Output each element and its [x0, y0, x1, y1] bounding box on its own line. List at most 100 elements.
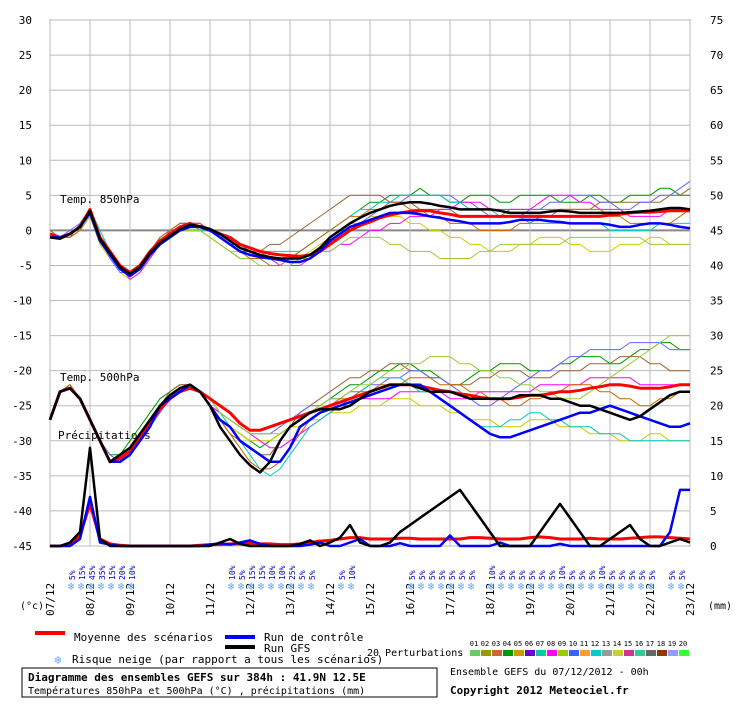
- y-right-tick-label: 55: [710, 154, 723, 167]
- perturbation-swatch: [525, 650, 535, 656]
- snow-risk-value: 10%: [598, 565, 607, 580]
- legend-gfs-label: Run GFS: [264, 642, 310, 655]
- perturbation-number: 11: [580, 640, 588, 648]
- panel-label-t850: Temp. 850hPa: [60, 193, 139, 206]
- snow-risk-value: 5%: [608, 570, 617, 580]
- snowflake-icon: ❄: [578, 580, 585, 593]
- snowflake-icon: ❄: [108, 580, 115, 593]
- x-tick-label: 11/12: [204, 583, 217, 616]
- snowflake-icon: ❄: [678, 580, 685, 593]
- y-left-tick-label: 15: [19, 119, 32, 132]
- y-right-tick-label: 15: [710, 435, 723, 448]
- snow-risk-value: 10%: [128, 565, 137, 580]
- y-right-tick-label: 35: [710, 295, 723, 308]
- legend-control-label: Run de contrôle: [264, 631, 363, 644]
- snow-risk-value: 5%: [518, 570, 527, 580]
- y-left-tick-label: -25: [12, 400, 32, 413]
- snowflake-icon: ❄: [258, 580, 265, 593]
- snow-risk-value: 15%: [248, 565, 257, 580]
- snow-risk-value: 5%: [628, 570, 637, 580]
- snowflake-icon: ❄: [588, 580, 595, 593]
- perturbation-number: 01: [470, 640, 478, 648]
- x-tick-label: 17/12: [444, 583, 457, 616]
- snow-risk-value: 5%: [428, 570, 437, 580]
- snow-risk-value: 5%: [238, 570, 247, 580]
- snowflake-icon: ❄: [598, 580, 605, 593]
- snow-risk-value: 10%: [348, 565, 357, 580]
- y-right-tick-label: 30: [710, 330, 723, 343]
- y-left-tick-label: 5: [25, 189, 32, 202]
- x-tick-label: 18/12: [484, 583, 497, 616]
- snow-risk-value: 10%: [228, 565, 237, 580]
- snow-risk-value: 5%: [578, 570, 587, 580]
- snow-risk-value: 15%: [108, 565, 117, 580]
- perturbation-swatch: [514, 650, 524, 656]
- snowflake-icon: ❄: [558, 580, 565, 593]
- perturbation-number: 16: [635, 640, 643, 648]
- perturbation-swatch: [679, 650, 689, 656]
- snow-risk-value: 5%: [528, 570, 537, 580]
- y-right-tick-label: 25: [710, 365, 723, 378]
- y-right-tick-label: 70: [710, 49, 723, 62]
- snow-risk-value: 5%: [678, 570, 687, 580]
- series-line-t850: [49, 207, 690, 274]
- y-left-tick-label: -15: [12, 330, 32, 343]
- snow-risk-value: 5%: [648, 570, 657, 580]
- perturbation-number: 09: [558, 640, 566, 648]
- snowflake-icon: ❄: [458, 580, 465, 593]
- series-line-precip: [50, 446, 691, 548]
- perturbation-swatch: [657, 650, 667, 656]
- x-tick-label: 14/12: [324, 583, 337, 616]
- perturbation-swatch: [635, 650, 645, 656]
- snow-risk-value: 35%: [98, 565, 107, 580]
- y-right-tick-label: 60: [710, 119, 723, 132]
- snowflake-icon: ❄: [618, 580, 625, 593]
- y-right-tick-label: 5: [710, 505, 717, 518]
- snow-risk-value: 5%: [338, 570, 347, 580]
- x-tick-label: 21/12: [604, 583, 617, 616]
- legend-snow-label: Risque neige (par rapport a tous les scé…: [72, 653, 383, 666]
- title-box: [21, 667, 438, 698]
- snowflake-icon: ❄: [308, 580, 315, 593]
- perturbation-swatch: [602, 650, 612, 656]
- snow-risk-value: 5%: [308, 570, 317, 580]
- chart-title: Diagramme des ensembles GEFS sur 384h : …: [28, 671, 366, 684]
- snowflake-icon: ❄: [228, 580, 235, 593]
- perturbation-swatch: [591, 650, 601, 656]
- snowflake-icon: ❄: [628, 580, 635, 593]
- snowflake-icon: ❄: [488, 580, 495, 593]
- y-right-tick-label: 65: [710, 84, 723, 97]
- snow-risk-value: 5%: [458, 570, 467, 580]
- y-left-tick-label: -10: [12, 295, 32, 308]
- perturbation-swatch: [492, 650, 502, 656]
- y-left-tick-label: 10: [19, 154, 32, 167]
- snow-risk-value: 5%: [438, 570, 447, 580]
- x-tick-label: 10/12: [164, 583, 177, 616]
- perturbation-swatch: [503, 650, 513, 656]
- snow-risk-value: 10%: [558, 565, 567, 580]
- snowflake-icon: ❄: [638, 580, 645, 593]
- snow-risk-value: 45%: [88, 565, 97, 580]
- x-tick-label: 09/12: [124, 583, 137, 616]
- x-tick-label: 22/12: [644, 583, 657, 616]
- snow-risk-value: 5%: [668, 570, 677, 580]
- x-tick-label: 23/12: [684, 583, 697, 616]
- snow-risk-value: 20%: [118, 565, 127, 580]
- snowflake-icon: ❄: [468, 580, 475, 593]
- snowflake-icon: ❄: [118, 580, 125, 593]
- snowflake-icon: ❄: [88, 580, 95, 593]
- snowflake-icon: ❄: [408, 580, 415, 593]
- snowflake-icon: ❄: [68, 580, 75, 593]
- snow-risk-value: 15%: [258, 565, 267, 580]
- x-tick-label: 19/12: [524, 583, 537, 616]
- snowflake-icon: ❄: [278, 580, 285, 593]
- snowflake-icon: ❄: [648, 580, 655, 593]
- series-line-t500: [48, 383, 691, 464]
- x-tick-label: 13/12: [284, 583, 297, 616]
- snow-risk-value: 5%: [508, 570, 517, 580]
- snowflake-icon: ❄: [668, 580, 675, 593]
- snowflake-icon: ❄: [418, 580, 425, 593]
- x-tick-label: 07/12: [44, 583, 57, 616]
- run-info: Ensemble GEFS du 07/12/2012 - 00h: [450, 667, 649, 678]
